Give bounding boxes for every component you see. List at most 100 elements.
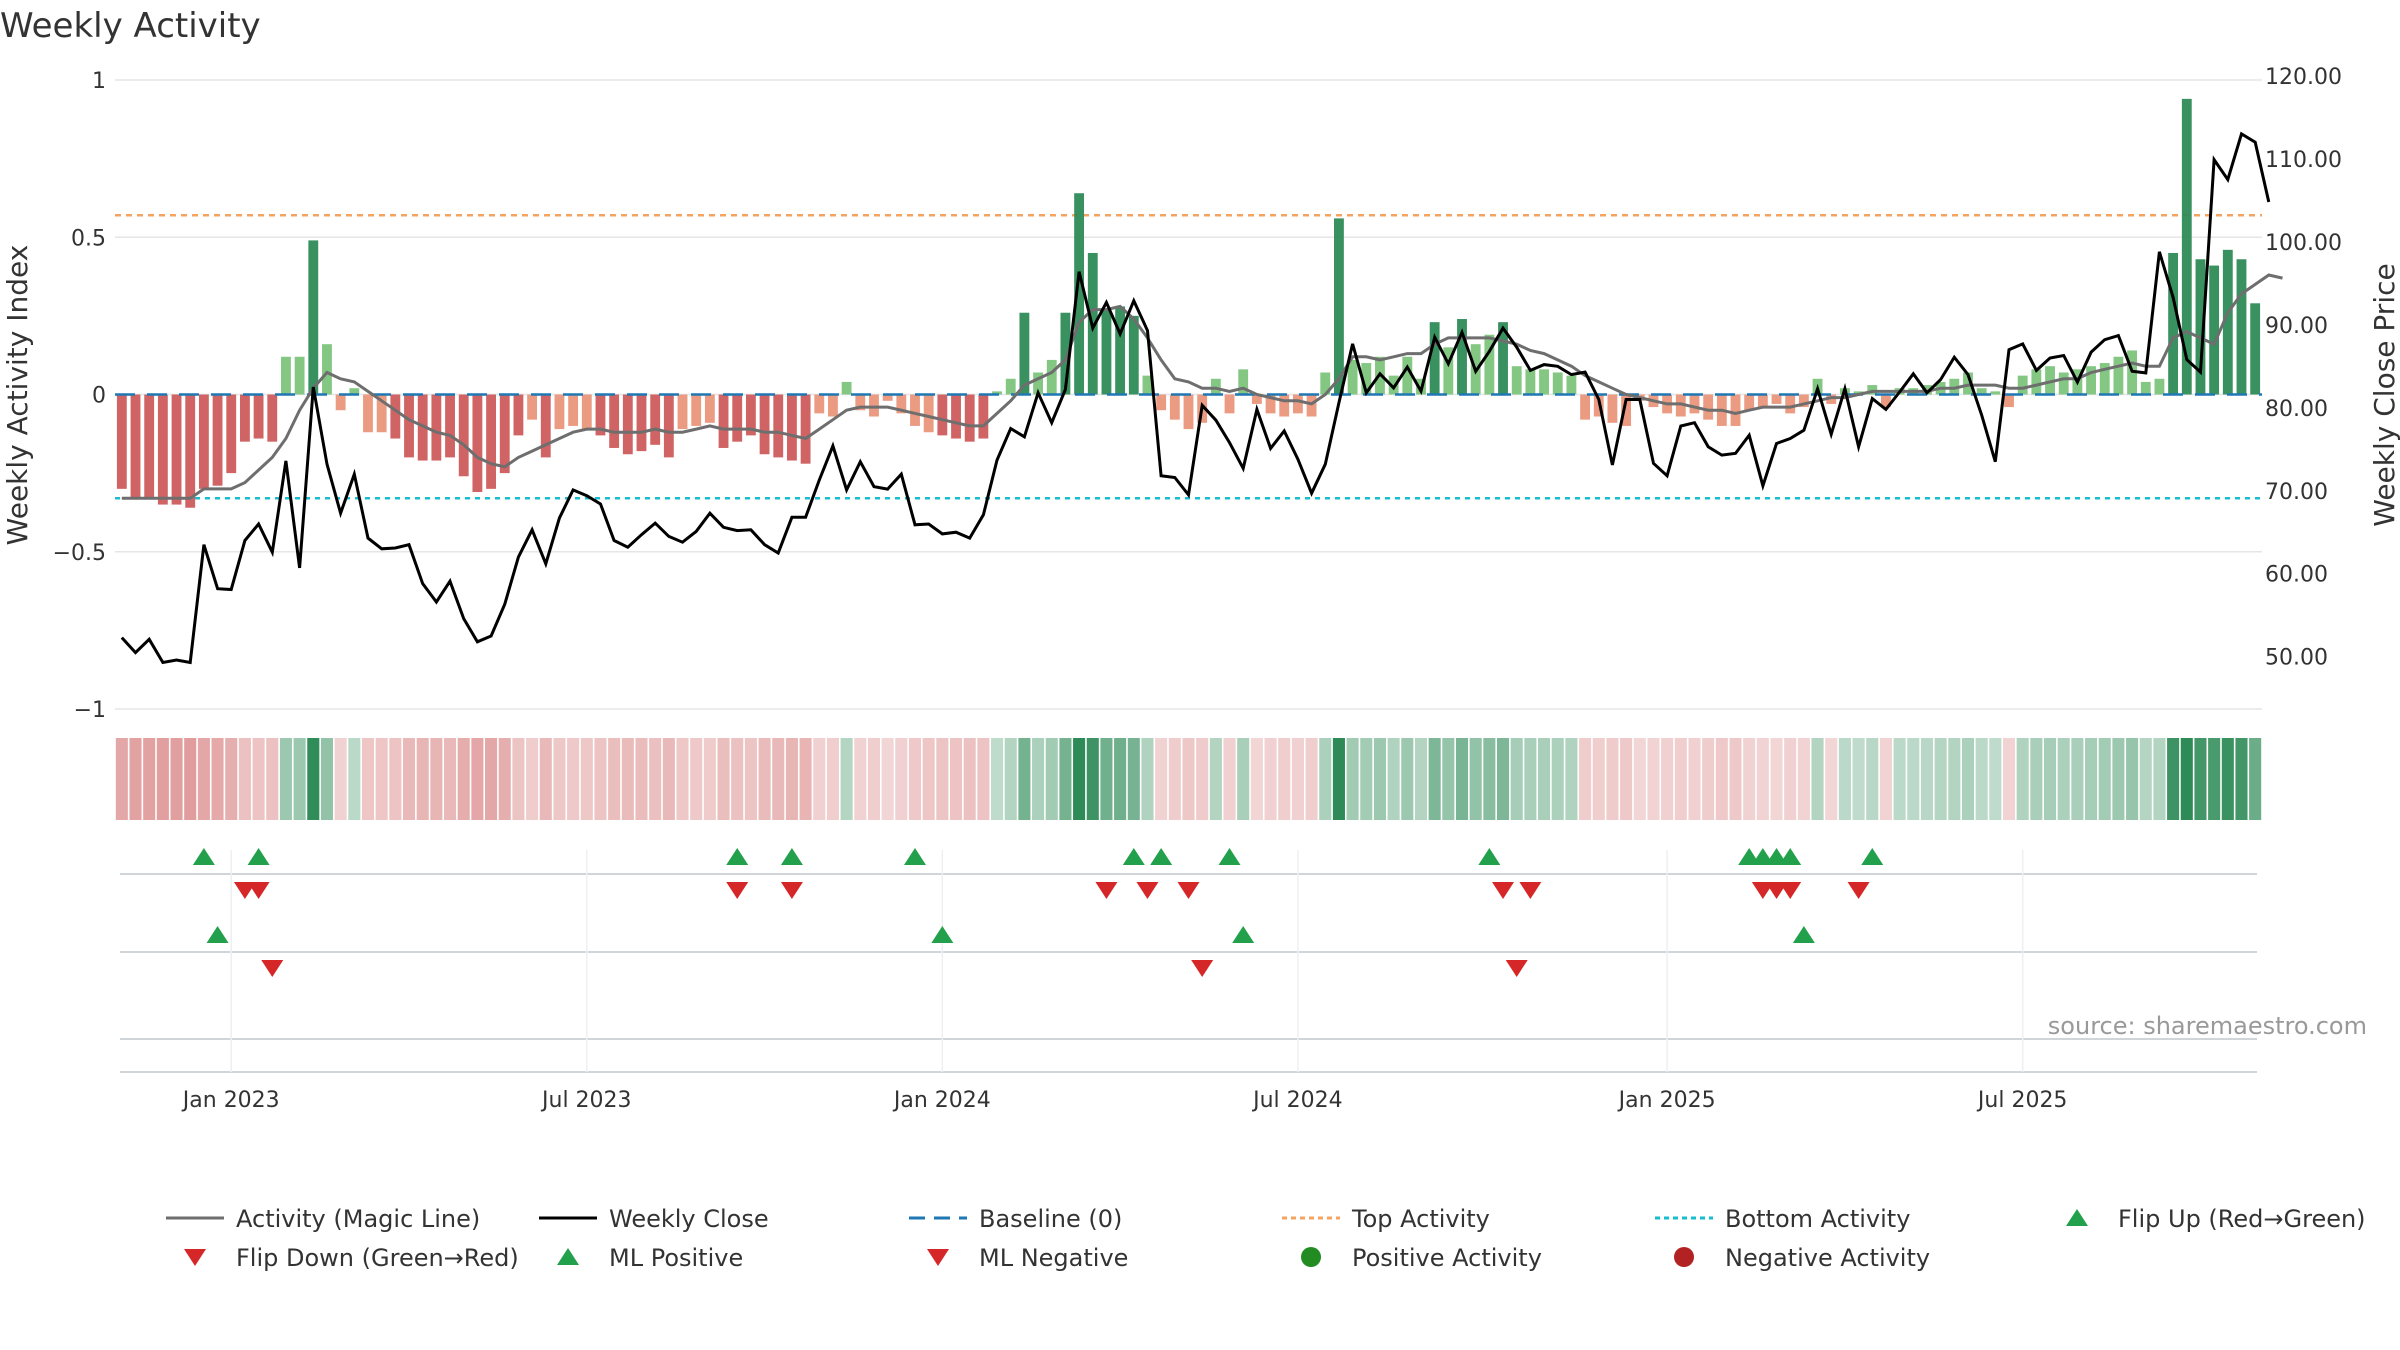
right-tick-label: 110.00	[2265, 148, 2342, 173]
activity-bar	[322, 344, 332, 395]
red-down-triangle-icon	[927, 1249, 949, 1266]
activity-bar	[2222, 249, 2233, 395]
heat-cell	[1838, 738, 1851, 820]
source-label: source: sharemaestro.com	[2048, 1012, 2367, 1040]
activity-bar	[1498, 322, 1508, 395]
heat-cell	[744, 738, 757, 820]
heat-cell	[662, 738, 675, 820]
heat-cell	[580, 738, 593, 820]
heat-cell	[594, 738, 607, 820]
activity-bar	[964, 394, 975, 442]
flip-up-marker	[726, 848, 749, 865]
heat-cell	[635, 738, 648, 820]
heat-cell	[717, 738, 730, 820]
heat-cell	[867, 738, 881, 820]
flip-up-marker	[1478, 848, 1501, 865]
left-axis-ticks: 1 0.5 0 −0.5 −1	[53, 69, 106, 723]
heat-cell	[402, 738, 416, 820]
activity-bar	[1306, 394, 1317, 417]
heat-cell	[1346, 738, 1359, 820]
heat-cell	[1428, 738, 1441, 820]
heat-cell	[1100, 738, 1113, 820]
heat-cell	[238, 738, 251, 820]
heat-cell	[2235, 738, 2248, 820]
activity-bar	[1730, 394, 1741, 426]
activity-bar	[786, 394, 797, 461]
heat-cell	[2071, 738, 2084, 820]
activity-bar	[185, 394, 196, 508]
flip-up-marker	[1779, 848, 1802, 865]
activity-bar	[1265, 394, 1276, 414]
activity-bar	[1443, 347, 1454, 395]
activity-bar	[896, 394, 907, 414]
activity-bar	[144, 394, 155, 499]
legend-label: Flip Up (Red→Green)	[2118, 1205, 2366, 1233]
activity-bar	[363, 394, 373, 433]
heat-cell	[1127, 738, 1140, 820]
activity-bar	[157, 394, 168, 505]
activity-bar	[677, 394, 688, 430]
activity-bar	[1867, 385, 1878, 395]
right-tick-label: 100.00	[2265, 231, 2342, 256]
legend-label: Top Activity	[1351, 1205, 1490, 1233]
weekly-close-series	[120, 131, 2271, 665]
heat-cell	[553, 738, 566, 820]
flip-down-marker	[780, 882, 803, 899]
heat-cell	[1907, 738, 1920, 820]
heat-cell	[444, 738, 457, 820]
heat-cell	[1975, 738, 1988, 820]
heat-cell	[758, 738, 771, 820]
flip-up-marker	[931, 926, 954, 943]
heat-cell	[1496, 738, 1510, 820]
activity-bar	[1580, 394, 1591, 420]
left-axis-label: Weekly Activity Index	[1, 245, 34, 546]
activity-bar	[622, 394, 633, 455]
heat-cell	[977, 738, 990, 820]
heat-cell	[2180, 738, 2193, 820]
legend-item: Bottom Activity	[1655, 1205, 1910, 1233]
activity-bar	[198, 394, 209, 489]
activity-bar	[1046, 359, 1057, 395]
heat-cell	[1674, 738, 1687, 820]
heat-cell	[2194, 738, 2207, 820]
right-tick-label: 80.00	[2265, 397, 2328, 422]
activity-bar	[2058, 372, 2069, 395]
activity-bar	[1826, 394, 1837, 404]
activity-bar	[1279, 394, 1290, 417]
heat-cell	[1893, 738, 1906, 820]
activity-bar	[390, 394, 401, 439]
flip-up-marker	[1232, 926, 1255, 943]
activity-bar	[499, 394, 510, 474]
activity-bar	[1689, 394, 1700, 414]
activity-bar	[1798, 394, 1809, 408]
activity-bar	[1511, 366, 1522, 395]
heat-cell	[2016, 738, 2029, 820]
activity-bar	[1115, 306, 1126, 395]
legend-label: Negative Activity	[1725, 1244, 1930, 1272]
activity-bar	[1525, 369, 1536, 395]
heat-cell	[2002, 738, 2016, 820]
activity-bar	[937, 394, 948, 436]
activity-bar	[2209, 265, 2220, 395]
heat-cell	[608, 738, 621, 820]
heat-cell	[389, 738, 402, 820]
heat-cell	[539, 738, 552, 820]
heat-cell	[1524, 738, 1537, 820]
heat-cell	[690, 738, 703, 820]
flip-up-marker	[192, 848, 215, 865]
chart-legend: Activity (Magic Line) Weekly Close Baselin…	[166, 1205, 2366, 1272]
heat-cell	[1018, 738, 1031, 820]
right-axis-label: Weekly Close Price	[2368, 263, 2400, 526]
heat-cell	[826, 738, 839, 820]
flip-up-marker	[247, 848, 270, 865]
activity-bar	[1675, 394, 1686, 417]
heat-cell	[963, 738, 976, 820]
heat-cell	[1538, 738, 1551, 820]
activity-bar	[745, 394, 756, 436]
x-tick-label: Jul 2023	[540, 1088, 632, 1113]
heat-cell	[949, 738, 963, 820]
heat-cell	[1948, 738, 1961, 820]
heat-cell	[1647, 738, 1660, 820]
flip-down-marker	[1779, 882, 1802, 899]
activity-bar	[212, 394, 223, 486]
